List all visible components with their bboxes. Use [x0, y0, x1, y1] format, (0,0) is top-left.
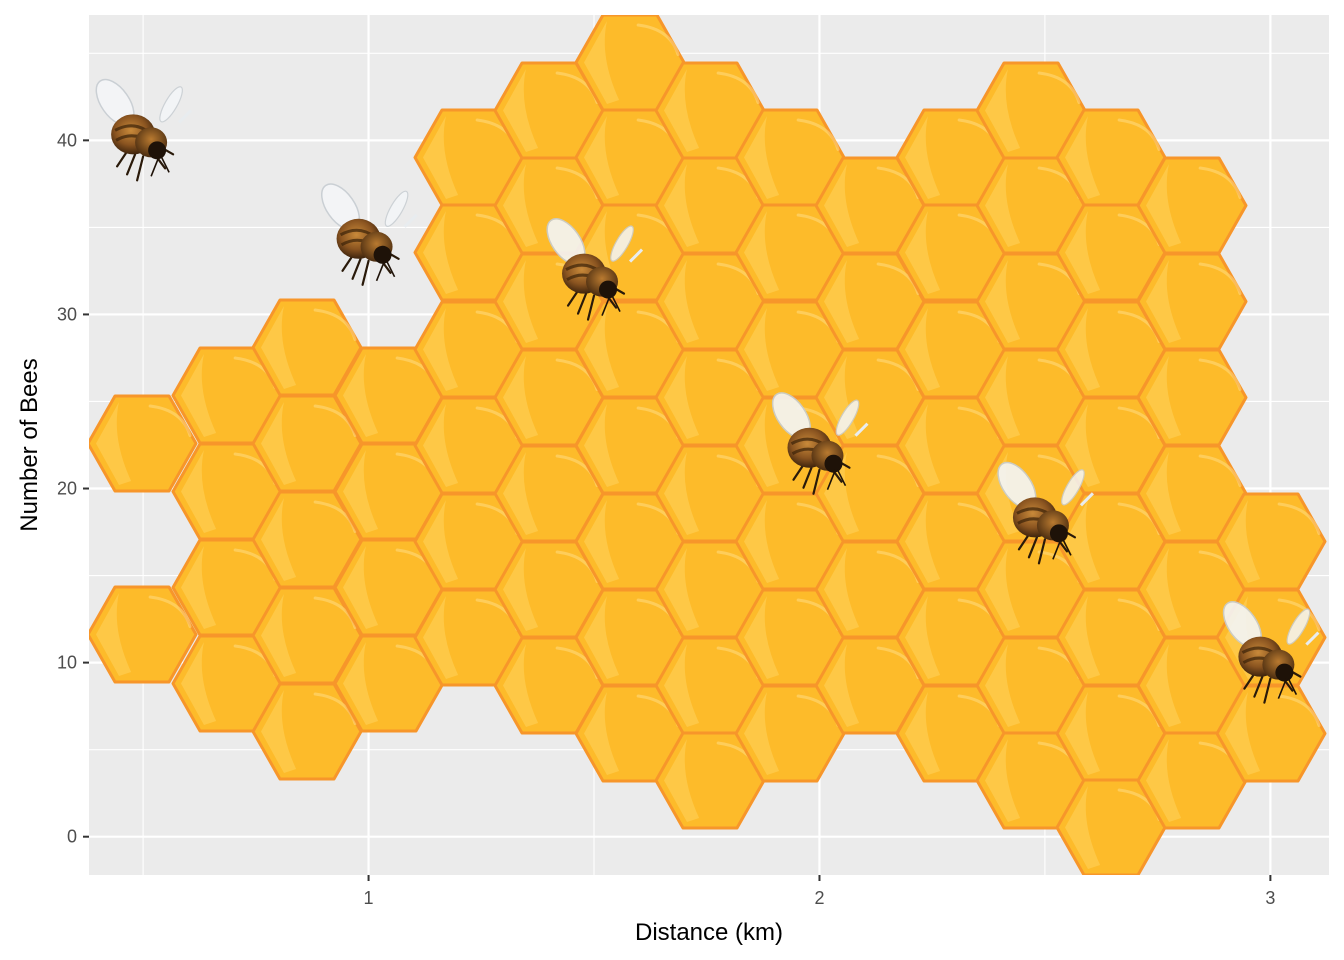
honeycomb-cell — [1136, 444, 1248, 543]
bee-markers — [95, 78, 1320, 704]
bee-icon — [321, 183, 418, 286]
honeycomb-cell — [1055, 300, 1167, 399]
honeycomb-cell — [814, 636, 926, 735]
y-axis: 0 10 20 30 40 — [57, 130, 89, 847]
honeycomb-cell — [251, 682, 363, 781]
honeycomb-cell — [89, 394, 198, 493]
honeycomb-cell — [814, 444, 926, 543]
honeycomb-cell — [814, 540, 926, 639]
honeycomb-cell — [413, 588, 525, 687]
honeycomb-cell — [493, 636, 605, 735]
honeycomb-cell — [1215, 684, 1327, 783]
y-tick-label: 30 — [57, 304, 77, 324]
x-tick-label: 1 — [364, 888, 374, 908]
x-tick-label: 3 — [1265, 888, 1275, 908]
honeycomb-cell — [975, 636, 1087, 735]
y-tick-label: 0 — [67, 827, 77, 847]
bee-icon — [95, 78, 193, 182]
x-axis: 1 2 3 — [364, 875, 1275, 908]
y-tick-label: 10 — [57, 653, 77, 673]
y-axis-title: Number of Bees — [16, 358, 43, 531]
x-axis-title: Distance (km) — [635, 919, 783, 946]
bee-icon — [1222, 601, 1320, 704]
honeycomb-cell — [89, 585, 198, 684]
bee-icon — [997, 461, 1094, 565]
honeycomb-cell — [895, 684, 1007, 783]
honeycomb-cell — [734, 588, 846, 687]
x-tick-label: 2 — [814, 888, 824, 908]
bee-icon — [546, 218, 644, 321]
honeycomb-cell — [654, 444, 766, 543]
honeycomb-cell — [734, 108, 846, 207]
y-tick-label: 20 — [57, 479, 77, 499]
bee-icon — [771, 392, 869, 495]
honeycomb-cell — [1215, 492, 1327, 591]
y-tick-label: 40 — [57, 130, 77, 150]
honeycomb-cell — [574, 684, 686, 783]
